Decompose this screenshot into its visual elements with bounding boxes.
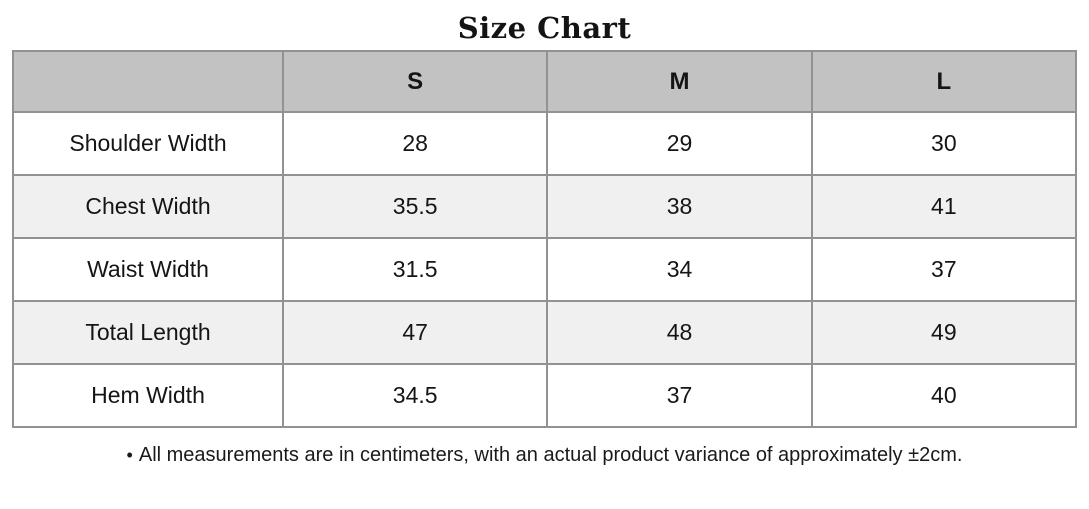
- measurement-value: 28: [281, 111, 549, 176]
- corner-header-cell: [12, 50, 284, 113]
- table-row: Waist Width 31.5 34 37: [12, 237, 1078, 302]
- measurement-note-text: All measurements are in centimeters, wit…: [138, 444, 963, 466]
- table-row: Shoulder Width 28 29 30: [12, 111, 1078, 176]
- bullet-icon: •: [126, 445, 133, 465]
- measurement-value: 48: [546, 300, 813, 365]
- page-title: Size Chart: [457, 11, 632, 45]
- measurement-label: Hem Width: [12, 363, 284, 428]
- size-column-header: L: [810, 50, 1078, 113]
- measurement-note: • All measurements are in centimeters, wi…: [0, 444, 1089, 467]
- measurement-value: 35.5: [281, 174, 549, 239]
- measurement-value: 31.5: [281, 237, 549, 302]
- measurement-value: 29: [546, 111, 813, 176]
- table-row: Total Length 47 48 49: [12, 300, 1078, 365]
- measurement-value: 34: [546, 237, 813, 302]
- measurement-label: Chest Width: [12, 174, 284, 239]
- measurement-value: 41: [810, 174, 1078, 239]
- measurement-label: Waist Width: [12, 237, 284, 302]
- table-row: Chest Width 35.5 38 41: [12, 174, 1078, 239]
- measurement-label: Total Length: [12, 300, 284, 365]
- size-column-header: M: [546, 50, 813, 113]
- measurement-value: 49: [810, 300, 1078, 365]
- size-chart-body: Shoulder Width 28 29 30 Chest Width 35.5 38 41 W…: [12, 111, 1078, 428]
- measurement-value: 30: [810, 111, 1078, 176]
- measurement-value: 37: [546, 363, 813, 428]
- measurement-value: 34.5: [281, 363, 549, 428]
- measurement-value: 38: [546, 174, 813, 239]
- measurement-value: 47: [281, 300, 549, 365]
- table-row: Hem Width 34.5 37 40: [12, 363, 1078, 428]
- measurement-label: Shoulder Width: [12, 111, 284, 176]
- measurement-value: 37: [810, 237, 1078, 302]
- measurement-value: 40: [810, 363, 1078, 428]
- size-column-header: S: [281, 50, 549, 113]
